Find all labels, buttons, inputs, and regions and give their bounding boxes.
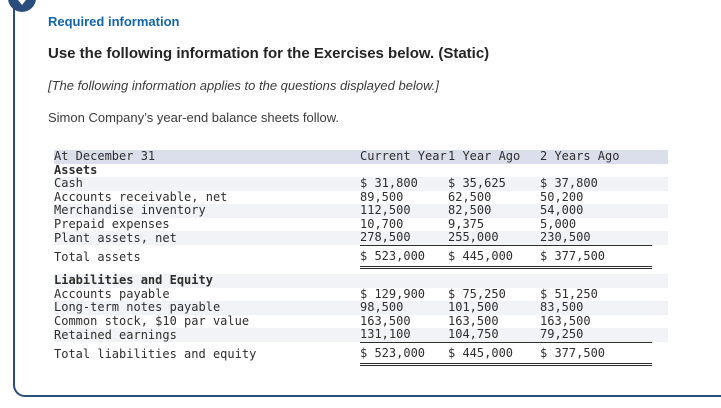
filler-cell	[652, 231, 668, 245]
filler-cell	[652, 245, 668, 268]
value-two-years-ago: 230,500	[540, 230, 652, 246]
value-one-year-ago: 163,500	[448, 313, 499, 328]
row-label: Assets	[54, 162, 98, 177]
table-row-long-term-notes: Long-term notes payable 98,500 101,500 8…	[54, 300, 669, 315]
col-header-at-december-31: At December 31	[54, 149, 156, 163]
col-header-one-year-ago: 1 Year Ago	[448, 149, 521, 163]
filler-cell	[652, 191, 668, 205]
value-current-year	[360, 164, 448, 178]
value-two-years-ago	[540, 164, 652, 178]
table-row-total-liabilities-equity: Total liabilities and equity $ 523,000 $…	[54, 342, 668, 366]
value-current-year: $ 31,800	[360, 176, 418, 190]
card-content: Required information Use the following i…	[48, 15, 701, 366]
value-one-year-ago: 255,000	[448, 230, 540, 246]
table-row-assets-header: Assets	[54, 162, 668, 178]
table-row-retained-earnings: Retained earnings 131,100 104,750 79,250	[54, 327, 669, 343]
value-two-years-ago: $ 377,500	[540, 245, 652, 269]
table-row-plant-assets: Plant assets, net 278,500 255,000 230,50…	[54, 230, 669, 246]
value-current-year: 89,500	[360, 189, 404, 204]
value-two-years-ago	[540, 274, 652, 288]
value-current-year: $ 129,900	[360, 286, 426, 301]
row-label: Plant assets, net	[54, 230, 177, 245]
table-row-accounts-payable: Accounts payable $ 129,900 $ 75,250 $ 51…	[54, 286, 668, 302]
table-row-accounts-receivable: Accounts receivable, net 89,500 62,500 5…	[54, 189, 668, 205]
table-header-row: At December 31 Current Year 1 Year Ago 2…	[54, 149, 669, 164]
table-row-cash: Cash $ 31,800 $ 35,625 $ 37,800	[54, 176, 669, 191]
bookmark-badge-icon	[8, 0, 36, 12]
row-label: Long-term notes payable	[54, 300, 221, 314]
intro-text: Simon Company’s year-end balance sheets …	[48, 110, 339, 125]
table-row-common-stock: Common stock, $10 par value 163,500 163,…	[54, 313, 668, 329]
value-current-year: $ 523,000	[360, 342, 448, 366]
filler-cell	[652, 204, 668, 218]
value-one-year-ago: $ 35,625	[448, 176, 506, 190]
value-one-year-ago: $ 445,000	[448, 342, 540, 366]
value-one-year-ago	[448, 164, 540, 178]
row-label: Total liabilities and equity	[54, 347, 257, 361]
applies-to-questions-note: [The following information applies to th…	[48, 78, 439, 93]
value-two-years-ago: $ 51,250	[540, 286, 598, 301]
value-current-year: 131,100	[360, 327, 448, 343]
value-current-year: 112,500	[360, 203, 411, 217]
value-one-year-ago: $ 75,250	[448, 286, 506, 301]
row-label: Retained earnings	[54, 327, 177, 342]
value-one-year-ago: 104,750	[448, 327, 540, 343]
filler-cell	[652, 177, 668, 191]
balance-sheet-table: At December 31 Current Year 1 Year Ago 2…	[54, 149, 669, 366]
row-label: Accounts receivable, net	[54, 189, 228, 204]
table-row-merchandise-inventory: Merchandise inventory 112,500 82,500 54,…	[54, 203, 669, 218]
table-row-liabilities-equity-header: Liabilities and Equity	[54, 273, 669, 288]
value-one-year-ago: $ 445,000	[448, 245, 540, 269]
row-label: Total assets	[54, 250, 141, 264]
filler-cell	[652, 315, 668, 329]
value-current-year: 278,500	[360, 230, 448, 246]
value-two-years-ago: 79,250	[540, 327, 652, 343]
row-label: Accounts payable	[54, 286, 170, 301]
row-label: Merchandise inventory	[54, 203, 206, 217]
filler-cell	[652, 342, 668, 365]
row-label: Cash	[54, 176, 83, 190]
row-label: Prepaid expenses	[54, 216, 170, 231]
filler-cell	[652, 288, 668, 302]
value-current-year: $ 523,000	[360, 245, 448, 269]
table-row-prepaid-expenses: Prepaid expenses 10,700 9,375 5,000	[54, 216, 668, 232]
value-current-year: 98,500	[360, 300, 404, 314]
value-two-years-ago: 54,000	[540, 203, 584, 217]
value-two-years-ago: 5,000	[540, 216, 577, 231]
value-two-years-ago: $ 377,500	[540, 342, 652, 366]
col-header-two-years-ago: 2 Years Ago	[540, 149, 620, 163]
value-current-year: 163,500	[360, 313, 411, 328]
filler-cell	[652, 328, 668, 342]
value-current-year: 10,700	[360, 216, 404, 231]
value-one-year-ago: 82,500	[448, 203, 492, 217]
required-information-label: Required information	[48, 14, 180, 29]
value-two-years-ago: 50,200	[540, 189, 584, 204]
value-one-year-ago: 62,500	[448, 189, 492, 204]
row-label: Common stock, $10 par value	[54, 313, 250, 328]
value-two-years-ago: 163,500	[540, 313, 591, 328]
filler-cell	[652, 274, 668, 288]
value-one-year-ago: 101,500	[448, 300, 499, 314]
value-two-years-ago: $ 37,800	[540, 176, 598, 190]
value-one-year-ago	[448, 274, 540, 288]
value-current-year	[360, 274, 448, 288]
filler-cell	[652, 218, 668, 232]
row-label: Liabilities and Equity	[54, 273, 213, 287]
value-two-years-ago: 83,500	[540, 300, 584, 314]
filler-cell	[652, 301, 668, 315]
col-header-current-year: Current Year	[360, 149, 447, 163]
value-one-year-ago: 9,375	[448, 216, 485, 231]
exercise-instructions-title: Use the following information for the Ex…	[48, 45, 490, 62]
table-row-total-assets: Total assets $ 523,000 $ 445,000 $ 377,5…	[54, 245, 668, 269]
filler-cell	[652, 164, 668, 178]
